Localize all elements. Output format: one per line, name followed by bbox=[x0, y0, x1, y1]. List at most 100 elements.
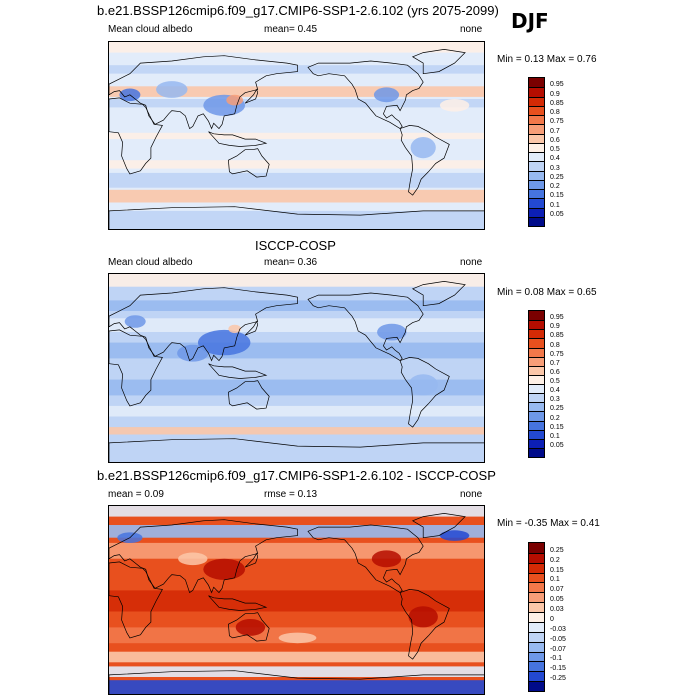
colorbar-tick-label: 0.25 bbox=[550, 405, 564, 413]
colorbar-tick-label: 0.7 bbox=[550, 359, 560, 367]
field-region bbox=[226, 94, 244, 106]
colorbar-tick-label: -0.03 bbox=[550, 625, 566, 633]
colorbar-swatch bbox=[529, 311, 544, 321]
field-band bbox=[109, 189, 484, 203]
colorbar-swatch bbox=[529, 152, 544, 162]
field-band bbox=[109, 590, 484, 612]
coastline bbox=[228, 380, 270, 410]
panel-3-colorbar bbox=[528, 542, 545, 692]
colorbar-swatch bbox=[529, 582, 544, 593]
colorbar-swatch bbox=[529, 393, 544, 403]
colorbar-tick-label: 0.1 bbox=[550, 201, 560, 209]
colorbar-swatch bbox=[529, 198, 544, 208]
colorbar-swatch bbox=[529, 429, 544, 439]
season-label: DJF bbox=[511, 9, 549, 33]
field-band bbox=[109, 65, 484, 74]
colorbar-tick-label: 0.75 bbox=[550, 350, 564, 358]
colorbar-swatch bbox=[529, 552, 544, 563]
colorbar-tick-label: 0.6 bbox=[550, 368, 560, 376]
colorbar-tick-label: -0.07 bbox=[550, 645, 566, 653]
coastline bbox=[109, 206, 484, 229]
coastline bbox=[307, 292, 424, 362]
panel-2-map bbox=[108, 273, 485, 463]
coastline bbox=[109, 670, 484, 694]
coastline bbox=[307, 524, 424, 594]
colorbar-swatch bbox=[529, 216, 544, 226]
field-region bbox=[278, 632, 317, 644]
field-region bbox=[156, 81, 188, 98]
field-region bbox=[235, 619, 266, 636]
field-band bbox=[109, 445, 484, 462]
field-band bbox=[109, 525, 484, 538]
colorbar-swatch bbox=[529, 402, 544, 412]
colorbar-tick-label: 0.5 bbox=[550, 146, 560, 153]
colorbar-swatch bbox=[529, 124, 544, 134]
colorbar-swatch bbox=[529, 96, 544, 106]
colorbar-tick-label: 0.95 bbox=[550, 314, 564, 322]
field-band bbox=[109, 405, 484, 417]
field-band bbox=[109, 363, 484, 375]
colorbar-tick-label: 0.15 bbox=[550, 192, 564, 200]
coastline bbox=[109, 519, 298, 594]
field-band bbox=[109, 210, 484, 229]
colorbar-swatch bbox=[529, 87, 544, 97]
colorbar-swatch bbox=[529, 612, 544, 622]
panel-1-units: none bbox=[460, 24, 483, 35]
colorbar-swatch bbox=[529, 447, 544, 457]
panel-2-mean: mean= 0.36 bbox=[264, 257, 318, 268]
colorbar-swatch bbox=[529, 671, 544, 682]
colorbar-swatch bbox=[529, 420, 544, 430]
colorbar-swatch bbox=[529, 189, 544, 199]
coastline bbox=[109, 287, 298, 362]
panel-3-units: none bbox=[460, 489, 483, 500]
field-region bbox=[203, 558, 246, 580]
coastline bbox=[399, 125, 450, 196]
colorbar-swatch bbox=[529, 374, 544, 384]
colorbar-tick-label: 0.2 bbox=[550, 414, 560, 422]
coastline bbox=[109, 438, 484, 462]
panel-3-minmax: Min = -0.35 Max = 0.41 bbox=[497, 518, 600, 529]
field-region bbox=[408, 606, 438, 628]
colorbar-tick-label: 0.4 bbox=[550, 387, 560, 395]
field-band bbox=[109, 506, 484, 517]
colorbar-tick-label: 0.07 bbox=[550, 586, 564, 594]
colorbar-swatch bbox=[529, 641, 544, 652]
colorbar-swatch bbox=[529, 543, 544, 553]
colorbar-tick-label: -0.1 bbox=[550, 655, 563, 663]
colorbar-tick-label: 0.4 bbox=[550, 155, 560, 163]
panel-3-rmse: rmse = 0.13 bbox=[264, 489, 318, 500]
panel-1-minmax: Min = 0.13 Max = 0.76 bbox=[497, 54, 597, 65]
colorbar-tick-label: 0.85 bbox=[550, 332, 564, 340]
panel-2-variable: Mean cloud albedo bbox=[108, 257, 193, 268]
colorbar-tick-label: 0.15 bbox=[550, 423, 564, 431]
field-band bbox=[109, 542, 484, 559]
colorbar-tick-label: -0.05 bbox=[550, 635, 566, 643]
coastline bbox=[109, 329, 163, 407]
colorbar-tick-label: 0.8 bbox=[550, 341, 560, 349]
coastline bbox=[208, 363, 268, 379]
colorbar-swatch bbox=[529, 161, 544, 171]
colorbar-swatch bbox=[529, 170, 544, 180]
colorbar-tick-label: -0.25 bbox=[550, 675, 566, 683]
panel-3-map bbox=[108, 505, 485, 695]
field-band bbox=[109, 132, 484, 140]
panel-1-variable: Mean cloud albedo bbox=[108, 24, 193, 35]
colorbar-tick-label: 0.3 bbox=[550, 396, 560, 404]
colorbar-swatch bbox=[529, 115, 544, 125]
colorbar-tick-label: 0.25 bbox=[550, 546, 564, 554]
field-band bbox=[109, 160, 484, 169]
colorbar-tick-label: 0 bbox=[550, 615, 554, 623]
field-band bbox=[109, 379, 484, 396]
colorbar-swatch bbox=[529, 631, 544, 642]
coastline bbox=[244, 552, 259, 568]
field-region bbox=[439, 530, 470, 541]
colorbar-swatch bbox=[529, 347, 544, 357]
field-region bbox=[373, 87, 400, 103]
field-band bbox=[109, 86, 484, 97]
colorbar-swatch bbox=[529, 207, 544, 217]
field-band bbox=[109, 427, 484, 435]
colorbar-swatch bbox=[529, 142, 544, 152]
coastline bbox=[411, 513, 466, 539]
field-band bbox=[109, 274, 484, 287]
field-region bbox=[371, 550, 402, 568]
